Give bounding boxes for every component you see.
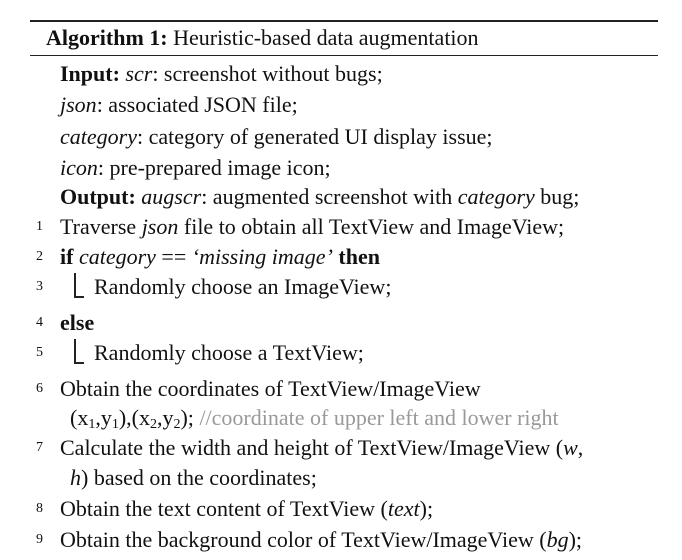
json-desc: : associated JSON file; (96, 92, 298, 117)
algorithm-label: Algorithm 1: (46, 25, 168, 50)
block-foot-else (74, 362, 84, 364)
step-4: else (60, 310, 94, 336)
input-category-line: category: category of generated UI displ… (60, 124, 493, 150)
line-number-6: 6 (36, 381, 43, 396)
top-rule (30, 20, 658, 22)
step-9-a: Obtain the background color of TextView/… (60, 527, 547, 552)
category-desc: : category of generated UI display issue… (136, 124, 493, 149)
coord-sub-y1: 1 (111, 417, 119, 432)
step-1: Traverse json file to obtain all TextVie… (60, 214, 564, 240)
block-bar-if (74, 273, 76, 297)
step-1-b: file to obtain all TextView and ImageVie… (178, 214, 565, 239)
input-json-line: json: associated JSON file; (60, 92, 298, 118)
output-line: Output: augscr: augmented screenshot wit… (60, 184, 579, 210)
block-bar-else (74, 339, 76, 363)
coord-e: ,y (156, 405, 174, 430)
input-label: Input: (60, 61, 120, 86)
step-2-cond-op: == (155, 244, 192, 269)
augscr-desc-b: bug; (534, 184, 580, 209)
step-9: Obtain the background color of TextView/… (60, 527, 582, 553)
coord-sub-x1: 1 (88, 417, 96, 432)
output-label: Output: (60, 184, 136, 209)
algorithm-title: Heuristic-based data augmentation (173, 25, 479, 50)
step-1-a: Traverse (60, 214, 142, 239)
step-7-cont: h) based on the coordinates; (70, 465, 317, 491)
step-2-cond-val: ‘missing image’ (191, 244, 333, 269)
line-number-4: 4 (36, 315, 43, 330)
var-category: category (60, 124, 137, 149)
input-scr-line: Input: scr: screenshot without bugs; (60, 61, 383, 87)
var-augscr: augscr (141, 184, 202, 209)
step-7-cont-b: ) based on the coordinates; (81, 465, 317, 490)
coord-sub-y2: 2 (173, 417, 181, 432)
step-5: Randomly choose a TextView; (94, 340, 364, 365)
step-9-bg: bg (546, 527, 569, 552)
var-json: json (60, 92, 97, 117)
line-number-9: 9 (36, 532, 43, 547)
step-2-cond-var: category (78, 244, 156, 269)
step-6-cont: (x1,y1),(x2,y2); //coordinate of upper l… (70, 405, 559, 438)
line-number-7: 7 (36, 440, 43, 455)
icon-desc: : pre-prepared image icon; (97, 155, 331, 180)
line-number-1: 1 (36, 219, 43, 234)
step-1-json: json (141, 214, 179, 239)
step-7-w: w (563, 435, 578, 460)
step-8-b: ); (419, 496, 434, 521)
step-7-b: , (577, 435, 584, 460)
block-foot-if (74, 296, 84, 298)
var-icon: icon (60, 155, 98, 180)
step-7-a: Calculate the width and height of TextVi… (60, 435, 564, 460)
step-6: Obtain the coordinates of TextView/Image… (60, 376, 481, 401)
line-number-3: 3 (36, 279, 43, 294)
step-9-b: ); (568, 527, 583, 552)
var-scr: scr (125, 61, 153, 86)
keyword-else: else (60, 310, 95, 335)
line-number-5: 5 (36, 345, 43, 360)
step-7: Calculate the width and height of TextVi… (60, 435, 583, 461)
algorithm-caption: Algorithm 1: Heuristic-based data augmen… (46, 26, 479, 50)
input-icon-line: icon: pre-prepared image icon; (60, 155, 331, 181)
coord-a: (x (70, 405, 89, 430)
step-2: if category == ‘missing image’ then (60, 244, 380, 270)
step-7-h: h (70, 465, 81, 490)
augscr-category: category (457, 184, 535, 209)
augscr-desc-a: : augmented screenshot with (201, 184, 458, 209)
keyword-then: then (338, 244, 380, 269)
keyword-if: if (60, 244, 74, 269)
step-8-a: Obtain the text content of TextView ( (60, 496, 388, 521)
coord-d: ),(x (118, 405, 150, 430)
scr-desc: : screenshot without bugs; (152, 61, 383, 86)
coord-b: ,y (95, 405, 112, 430)
step-3: Randomly choose an ImageView; (94, 274, 392, 299)
step-8: Obtain the text content of TextView (tex… (60, 496, 433, 522)
coord-sub-x2: 2 (149, 417, 157, 432)
caption-rule (30, 55, 658, 56)
line-number-8: 8 (36, 501, 43, 516)
coord-g: ); (180, 405, 200, 430)
step-6-comment: //coordinate of upper left and lower rig… (199, 405, 559, 430)
line-number-2: 2 (36, 249, 43, 264)
step-8-text: text (387, 496, 420, 521)
